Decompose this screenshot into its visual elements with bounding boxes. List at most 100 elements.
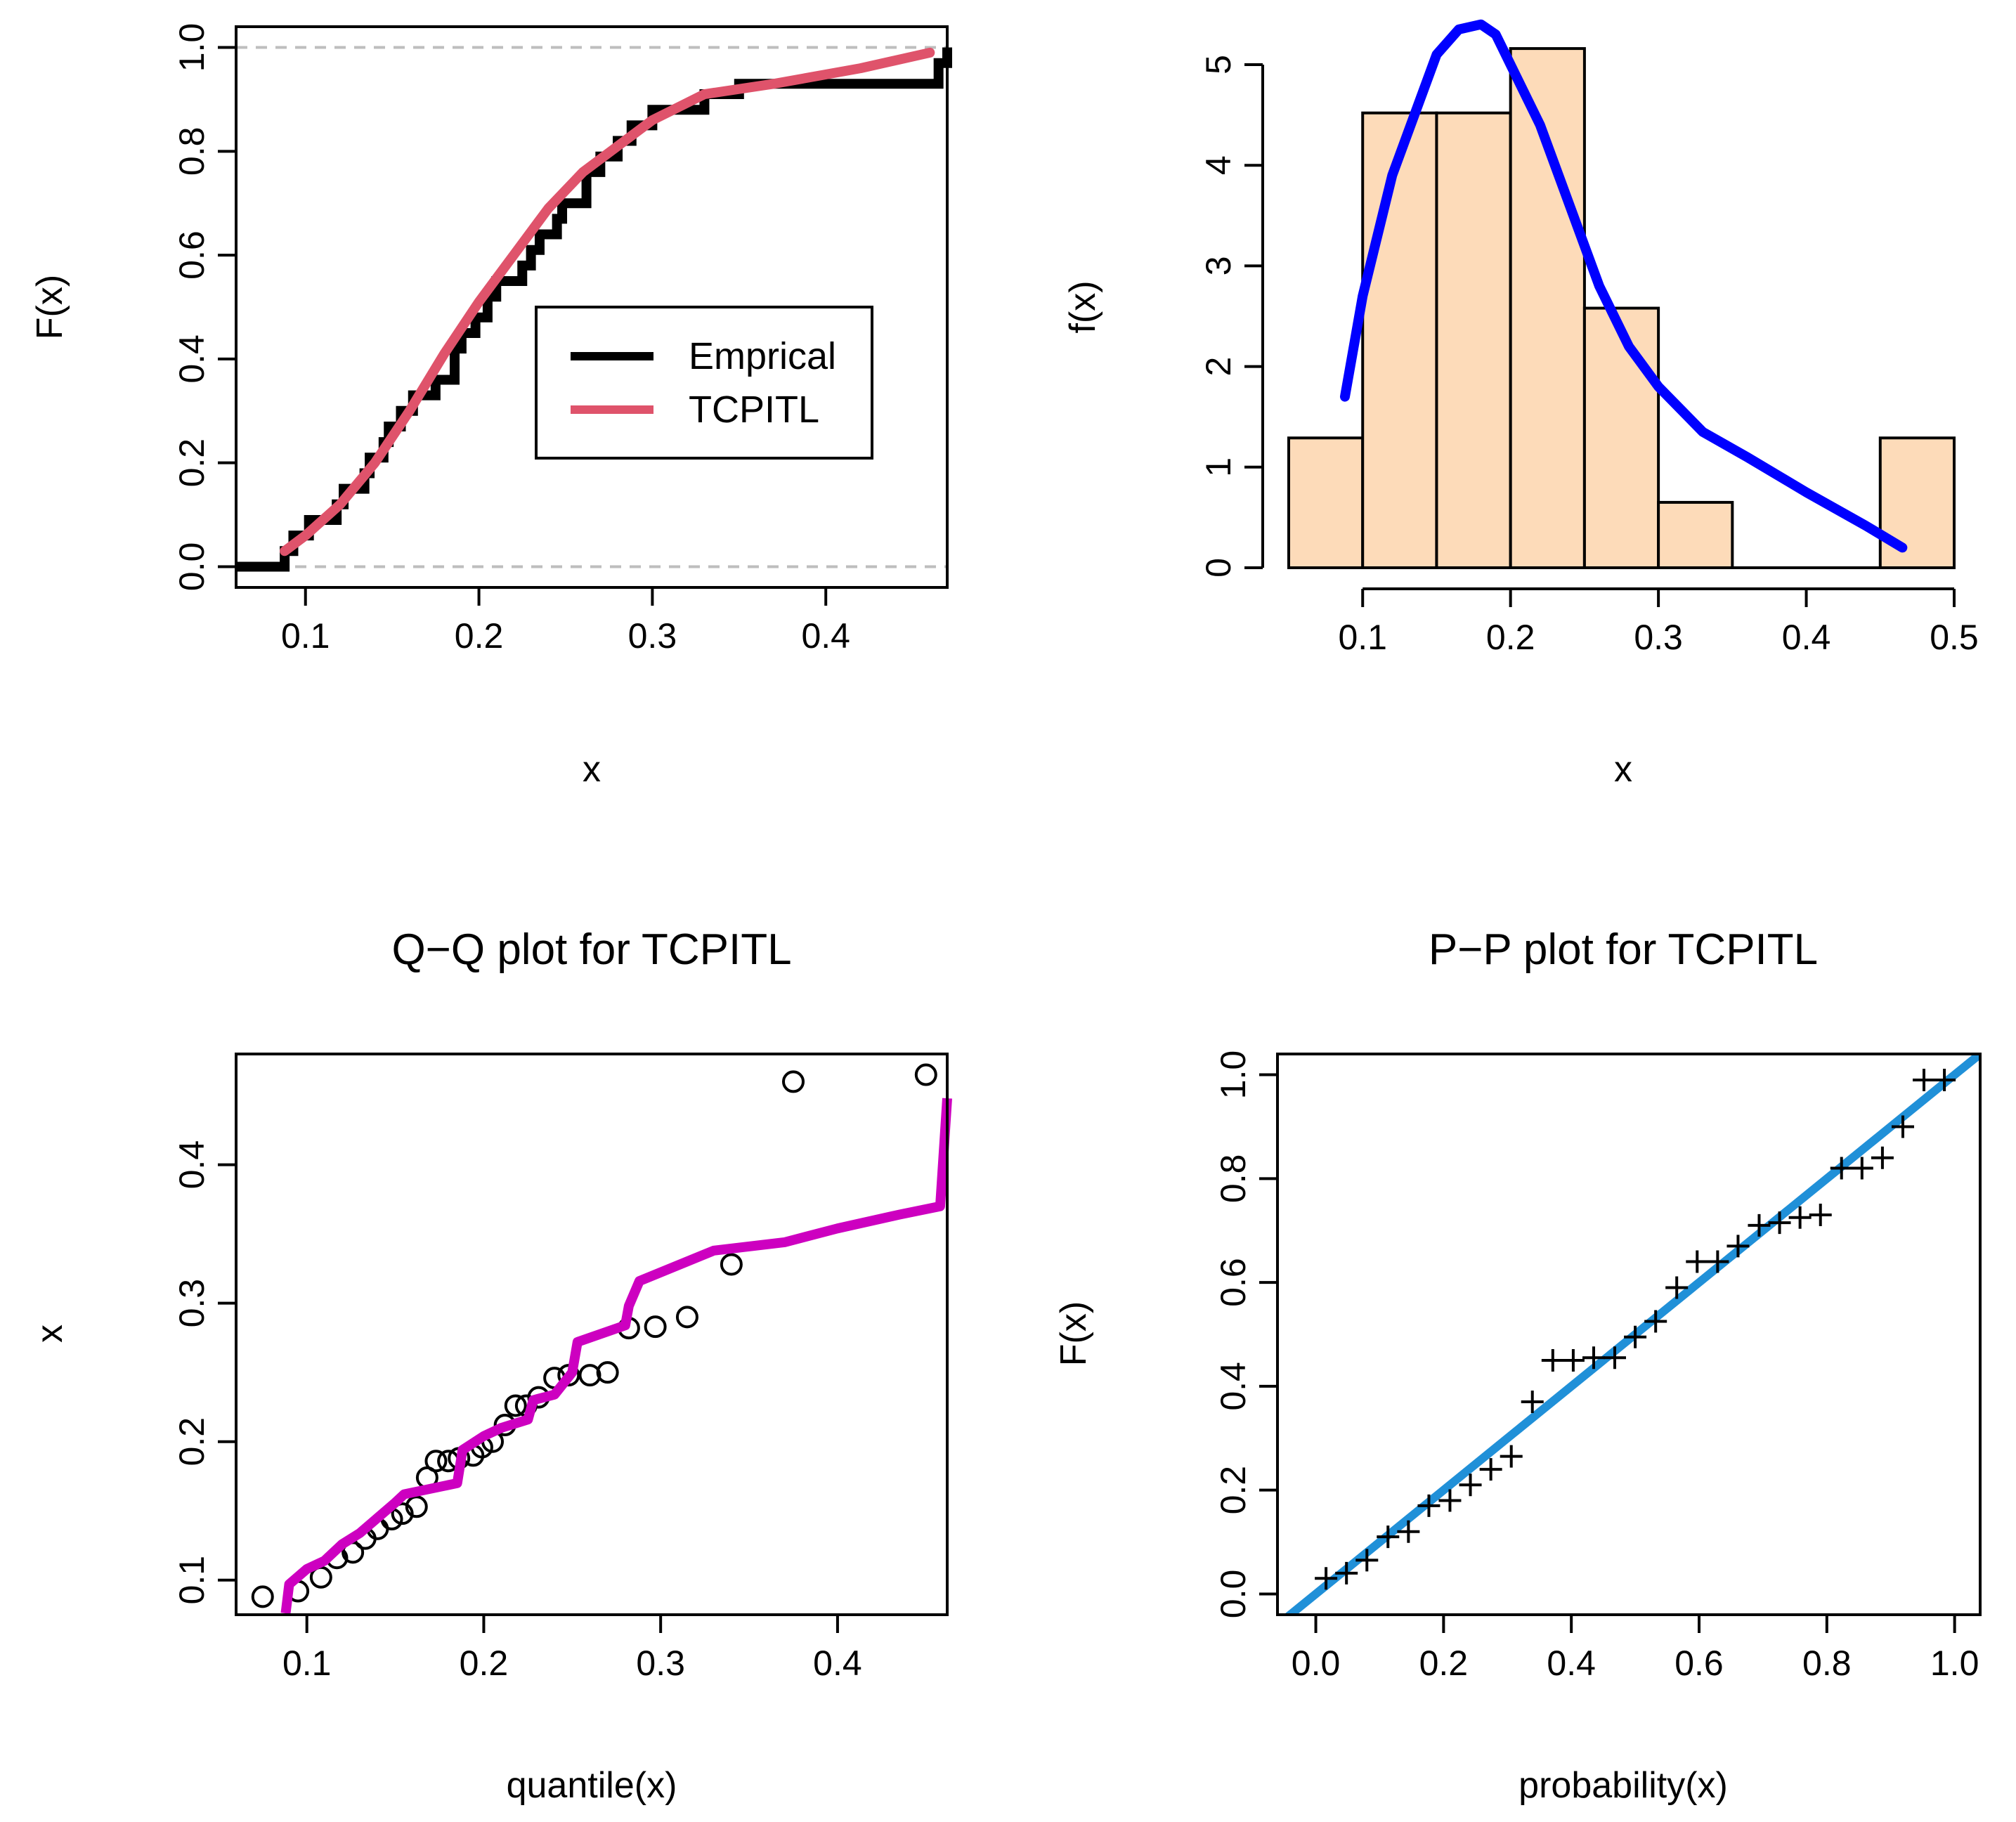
density-x-tick-label: 0.2 <box>1486 618 1535 657</box>
qq-x-tick-label: 0.3 <box>636 1644 685 1683</box>
pp-point <box>1315 1567 1338 1590</box>
panel-cdf: 0.1 0.2 0.3 0.4 0.0 0.2 0.4 0.6 0.8 1.0 x F(x) Em… <box>30 23 952 790</box>
cdf-y-tick-label: 0.8 <box>172 127 212 176</box>
qq-point <box>578 1364 601 1387</box>
qq-point <box>720 1253 743 1276</box>
pp-y-tick-label: 0.8 <box>1214 1154 1253 1204</box>
pp-point <box>1748 1213 1771 1237</box>
pp-point <box>1850 1157 1873 1180</box>
pp-point <box>1830 1157 1853 1180</box>
qq-y-tick-label: 0.2 <box>172 1417 212 1466</box>
qq-y-tick-label: 0.3 <box>172 1279 212 1328</box>
qq-point <box>251 1585 274 1608</box>
pp-point <box>1500 1445 1523 1468</box>
cdf-y-tick-label: 0.6 <box>172 230 212 280</box>
density-x-tick-label: 0.1 <box>1338 618 1387 657</box>
qq-x-tick-label: 0.1 <box>282 1644 332 1683</box>
qq-axes: 0.1 0.2 0.3 0.4 0.1 0.2 0.3 0.4 <box>172 1140 862 1683</box>
cdf-legend-label-empirical: Emprical <box>689 335 836 377</box>
qq-y-tick-label: 0.4 <box>172 1140 212 1190</box>
pp-x-tick-label: 0.2 <box>1419 1644 1469 1683</box>
qq-plot-title: Q−Q plot for TCPITL <box>391 925 791 974</box>
cdf-y-axis-title: F(x) <box>30 275 70 339</box>
pp-y-tick-label: 1.0 <box>1214 1050 1253 1100</box>
pp-x-tick-label: 0.4 <box>1547 1644 1596 1683</box>
pp-point <box>1438 1489 1462 1512</box>
density-x-tick-label: 0.3 <box>1634 618 1683 657</box>
pp-y-tick-label: 0.6 <box>1214 1258 1253 1307</box>
cdf-plot-layer <box>236 46 952 572</box>
pp-point <box>1335 1561 1358 1585</box>
cdf-y-tick-label: 0.4 <box>172 334 212 384</box>
pp-point <box>1624 1325 1647 1348</box>
density-axes: 0.1 0.2 0.3 0.4 0.5 0 1 2 3 4 5 <box>1199 55 1979 657</box>
cdf-legend-box <box>535 306 873 460</box>
pp-identity-line <box>1283 1054 1980 1615</box>
pp-point <box>1644 1310 1667 1333</box>
qq-point <box>405 1495 428 1518</box>
pp-point <box>1706 1250 1729 1273</box>
cdf-tcpitl-series <box>280 47 935 557</box>
histogram-bar <box>1509 47 1586 569</box>
cdf-legend: Emprical TCPITL <box>535 306 873 460</box>
pp-point <box>1521 1391 1544 1414</box>
qq-point <box>781 1070 805 1093</box>
panel-qq: Q−Q plot for TCPITL 0.1 0.2 0.3 0.40.10.20.… <box>30 925 952 1806</box>
cdf-axes: 0.1 0.2 0.3 0.4 0.0 0.2 0.4 0.6 0.8 1.0 <box>172 23 850 656</box>
pp-plot-layer <box>1283 1054 1980 1615</box>
density-y-tick-label: 1 <box>1199 457 1238 477</box>
histogram-bar <box>1582 306 1660 569</box>
pp-point <box>1604 1346 1626 1369</box>
pp-point <box>1871 1146 1894 1169</box>
qq-point <box>596 1361 619 1384</box>
pp-point <box>1686 1250 1709 1273</box>
density-plot-layer <box>1287 19 1956 569</box>
density-x-axis-title: x <box>1614 749 1632 790</box>
qq-point <box>424 1450 448 1473</box>
pp-axes: 0.0 0.2 0.4 0.6 0.8 1.0 0.0 0.2 0.4 0.6 0.8 1.0 <box>1214 1050 1979 1683</box>
pp-point <box>1913 1068 1935 1091</box>
qq-point <box>504 1394 527 1417</box>
density-x-tick-label: 0.5 <box>1930 618 1979 657</box>
pp-point <box>1377 1525 1400 1549</box>
cdf-legend-label-tcpitl: TCPITL <box>689 389 819 431</box>
density-y-tick-label: 3 <box>1199 256 1238 275</box>
cdf-x-tick-label: 0.2 <box>455 616 504 656</box>
qq-x-tick-label: 0.2 <box>460 1644 509 1683</box>
density-y-tick-label: 5 <box>1199 55 1238 74</box>
pp-y-tick-label: 0.2 <box>1214 1466 1253 1515</box>
qq-fitted-line <box>280 1098 952 1614</box>
qq-x-tick-label: 0.4 <box>813 1644 862 1683</box>
pp-y-axis-title: F(x) <box>1053 1301 1094 1366</box>
panel-pp: P−P plot for TCPITL 0.0 0.2 0.4 0.6 0.8 1.00.… <box>1053 925 1982 1806</box>
qq-y-axis-title: x <box>30 1325 70 1343</box>
qq-point <box>675 1306 698 1329</box>
pp-point <box>1788 1206 1812 1229</box>
qq-x-axis-title: quantile(x) <box>507 1765 677 1806</box>
pp-y-tick-label: 0.0 <box>1214 1570 1253 1619</box>
pp-point <box>1459 1473 1482 1497</box>
pp-point <box>1355 1549 1379 1572</box>
qq-point <box>391 1502 414 1525</box>
cdf-y-tick-label: 1.0 <box>172 23 212 72</box>
qq-plot-layer <box>251 1063 952 1614</box>
pp-point <box>1809 1204 1832 1227</box>
pp-point <box>1479 1458 1502 1481</box>
pp-point <box>1561 1348 1585 1372</box>
pp-point <box>1541 1348 1564 1372</box>
pp-point <box>1582 1346 1605 1369</box>
pp-point <box>1768 1211 1791 1235</box>
histogram-bar <box>1657 500 1734 569</box>
density-y-tick-label: 4 <box>1199 155 1238 175</box>
pp-x-tick-label: 0.6 <box>1674 1644 1724 1683</box>
histogram-bar <box>1435 111 1512 569</box>
cdf-x-tick-label: 0.1 <box>281 616 330 656</box>
pp-point <box>1417 1494 1441 1517</box>
pp-x-tick-label: 0.0 <box>1292 1644 1341 1683</box>
cdf-x-tick-label: 0.3 <box>628 616 677 656</box>
pp-x-axis-title: probability(x) <box>1518 1765 1728 1806</box>
pp-x-tick-label: 0.8 <box>1802 1644 1852 1683</box>
qq-point <box>914 1063 937 1086</box>
histogram-bar <box>1361 111 1438 569</box>
